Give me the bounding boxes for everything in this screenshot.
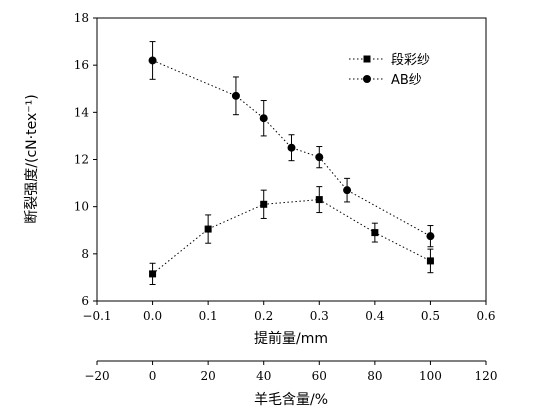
- legend-item-2: AB纱: [349, 73, 422, 88]
- secondary-x-tick-label: 40: [256, 369, 271, 383]
- y-tick-label: 6: [81, 294, 89, 308]
- legend-item-1: 段彩纱: [349, 53, 430, 68]
- x-tick-label: 0.0: [143, 309, 162, 323]
- legend-label: 段彩纱: [391, 53, 430, 68]
- series-2: [148, 41, 435, 248]
- series-1: [149, 186, 434, 285]
- x-tick-label: 0.2: [254, 309, 273, 323]
- secondary-x-tick-label: 100: [419, 369, 442, 383]
- data-point: [260, 200, 268, 208]
- x-tick-label: 0.3: [310, 309, 329, 323]
- data-point: [148, 56, 157, 65]
- x-tick-label: −0.1: [82, 309, 111, 323]
- x-tick-label: 0.4: [365, 309, 384, 323]
- data-point: [426, 257, 434, 265]
- data-point: [287, 143, 296, 152]
- secondary-x-tick-label: 20: [201, 369, 216, 383]
- data-point: [315, 196, 323, 204]
- data-point: [259, 114, 268, 123]
- series-line: [152, 199, 431, 275]
- y-tick-label: 10: [74, 200, 89, 214]
- y-tick-label: 18: [74, 11, 89, 25]
- data-point: [426, 232, 435, 241]
- secondary-x-tick-label: −20: [84, 369, 109, 383]
- data-point: [204, 225, 212, 233]
- secondary-x-tick-label: 0: [149, 369, 157, 383]
- x-axis-title: 提前量/mm: [254, 330, 328, 347]
- secondary-x-tick-label: 120: [475, 369, 498, 383]
- legend-marker: [363, 75, 371, 83]
- y-axis-title: 断裂强度/(cN·tex⁻¹): [24, 94, 40, 223]
- secondary-x-tick-label: 60: [312, 369, 327, 383]
- secondary-x-tick-label: 80: [367, 369, 382, 383]
- data-point: [315, 153, 324, 162]
- data-point: [343, 186, 352, 195]
- y-tick-label: 14: [74, 105, 90, 119]
- data-point: [149, 270, 157, 278]
- x-tick-label: 0.5: [421, 309, 440, 323]
- y-tick-label: 8: [81, 247, 89, 261]
- legend-label: AB纱: [391, 73, 422, 88]
- x-tick-label: 0.1: [199, 309, 218, 323]
- y-tick-label: 16: [74, 58, 89, 72]
- legend-marker: [363, 55, 371, 63]
- data-point: [231, 91, 240, 100]
- y-tick-label: 12: [74, 153, 89, 167]
- data-point: [371, 229, 379, 237]
- x-tick-label: 0.6: [476, 309, 495, 323]
- secondary-x-axis-title: 羊毛含量/%: [254, 392, 328, 408]
